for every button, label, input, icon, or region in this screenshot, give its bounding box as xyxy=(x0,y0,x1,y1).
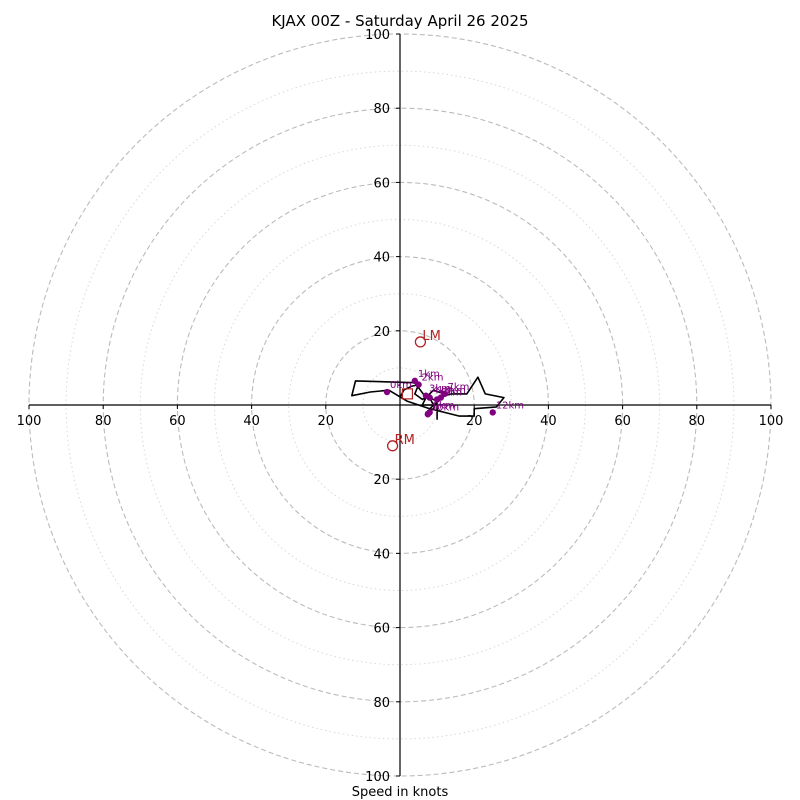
height-marker-label: 6km xyxy=(440,387,462,398)
x-tick-label-left: 100 xyxy=(17,414,42,429)
height-marker-label: 3km xyxy=(429,384,451,395)
storm-motion-label: RM xyxy=(395,433,415,448)
x-tick-label-right: 100 xyxy=(759,414,784,429)
height-marker-label: 7km xyxy=(448,382,470,393)
mean-wind-marker xyxy=(401,388,414,400)
height-marker-label: 0km xyxy=(390,380,412,391)
axes xyxy=(28,33,772,777)
y-tick-label-bottom: 60 xyxy=(373,622,390,637)
y-tick-label-bottom: 80 xyxy=(373,696,390,711)
height-marker-label: 12km xyxy=(496,400,524,411)
height-marker-dot xyxy=(415,381,422,388)
height-marker-dot xyxy=(424,411,432,418)
y-tick-label-top: 80 xyxy=(373,102,390,117)
y-tick-label-top: 100 xyxy=(365,28,390,43)
height-marker-label: 1km xyxy=(418,369,440,380)
y-tick-label-top: 20 xyxy=(373,325,390,340)
y-tick-label-bottom: 40 xyxy=(373,547,390,562)
x-tick-label-left: 60 xyxy=(169,414,186,429)
x-tick-label-left: 80 xyxy=(95,414,112,429)
y-tick-label-top: 60 xyxy=(373,176,390,191)
height-marker-dot xyxy=(437,394,445,401)
storm-motion-marker xyxy=(386,440,399,452)
x-tick-label-left: 40 xyxy=(243,414,260,429)
x-tick-label-right: 20 xyxy=(466,414,483,429)
height-marker-label: 8km xyxy=(444,386,466,397)
height-marker-dot xyxy=(383,388,391,396)
height-marker-dot xyxy=(426,394,433,401)
height-marker-label: 2km xyxy=(422,373,444,384)
height-marker-label: 10km xyxy=(431,402,459,413)
storm-motion-label: LM xyxy=(422,329,440,344)
tick-labels: 100 80 60 40 20 20 40 60 80 100 100 80 60 40 20 20 40 60 8… xyxy=(17,28,784,785)
y-tick-label-top: 40 xyxy=(373,251,390,266)
y-tick-label-bottom: 100 xyxy=(365,770,390,785)
height-marker-dot xyxy=(489,409,496,416)
x-tick-label-right: 60 xyxy=(614,414,631,429)
chart-title: KJAX 00Z - Saturday April 26 2025 xyxy=(271,12,528,30)
x-axis-label: Speed in knots xyxy=(352,785,449,800)
x-tick-label-right: 40 xyxy=(540,414,557,429)
height-marker-label: 9km xyxy=(433,400,455,411)
storm-motion-markers: LM RM xyxy=(386,329,441,452)
x-tick-label-left: 20 xyxy=(318,414,335,429)
height-markers: 0km1km2km3km4km6km7km8km9km10km12km xyxy=(383,369,524,418)
storm-motion-marker xyxy=(414,336,427,348)
y-tick-label-bottom: 20 xyxy=(373,473,390,488)
x-tick-label-right: 80 xyxy=(689,414,706,429)
